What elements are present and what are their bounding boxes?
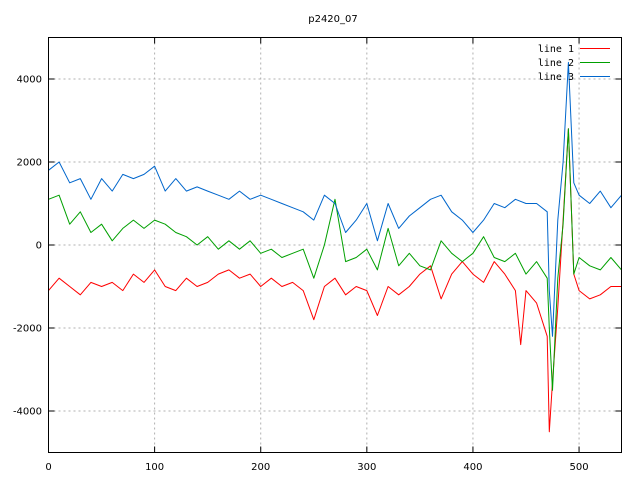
- legend-label-3: line 3: [538, 72, 574, 83]
- y-tick-label: 2000: [17, 158, 42, 169]
- grid-lines: [48, 37, 622, 453]
- legend-label-1: line 1: [538, 44, 574, 55]
- x-tick-label: 100: [145, 462, 164, 473]
- series-line-1: [48, 128, 622, 433]
- x-tick-label: 500: [570, 462, 589, 473]
- legend-label-2: line 2: [538, 58, 574, 69]
- y-tick-label: 4000: [17, 75, 42, 86]
- series-line-3: [48, 61, 622, 337]
- legend: line 1 line 2 line 3: [538, 44, 610, 83]
- series-lines: [48, 61, 622, 433]
- x-tick-label: 400: [463, 462, 482, 473]
- x-tick-label: 300: [357, 462, 376, 473]
- series-line-2: [48, 128, 622, 391]
- y-tick-label: -2000: [13, 324, 42, 335]
- y-axis-ticks: -4000 -2000 0 2000 4000: [13, 75, 622, 418]
- x-tick-label: 200: [251, 462, 270, 473]
- x-tick-label: 0: [45, 462, 51, 473]
- y-tick-label: 0: [36, 241, 42, 252]
- x-axis-ticks: 0 100 200 300 400 500: [45, 37, 589, 473]
- chart-title: p2420_07: [308, 14, 358, 25]
- y-tick-label: -4000: [13, 407, 42, 418]
